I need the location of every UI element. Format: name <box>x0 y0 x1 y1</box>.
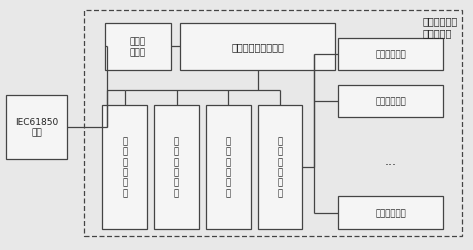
Text: 协
议
转
换
模
块: 协 议 转 换 模 块 <box>278 137 282 198</box>
Text: 模
型
管
理
模
块: 模 型 管 理 模 块 <box>174 137 179 198</box>
Bar <box>338 86 443 117</box>
Bar <box>105 24 171 70</box>
Text: 第二通
信模块: 第二通 信模块 <box>130 38 146 57</box>
Bar <box>84 11 462 236</box>
Text: 配
置
管
理
模
块: 配 置 管 理 模 块 <box>122 137 127 198</box>
Text: IEC61850
网关: IEC61850 网关 <box>15 118 58 137</box>
Text: 变电站环境监
控模拟装置: 变电站环境监 控模拟装置 <box>422 16 457 38</box>
Bar <box>154 105 199 229</box>
Text: 数据和命令处理模块: 数据和命令处理模块 <box>231 42 284 52</box>
Bar <box>338 197 443 229</box>
Bar <box>6 95 67 160</box>
Bar <box>206 105 251 229</box>
Text: ...: ... <box>384 154 396 167</box>
Text: 第一通信模块: 第一通信模块 <box>375 97 406 106</box>
Text: 第一通信模块: 第一通信模块 <box>375 50 406 59</box>
Text: 第一通信模块: 第一通信模块 <box>375 208 406 217</box>
Bar <box>338 38 443 70</box>
Bar <box>258 105 302 229</box>
Text: 监
控
查
看
模
块: 监 控 查 看 模 块 <box>226 137 231 198</box>
Bar <box>180 24 335 70</box>
Bar <box>103 105 147 229</box>
